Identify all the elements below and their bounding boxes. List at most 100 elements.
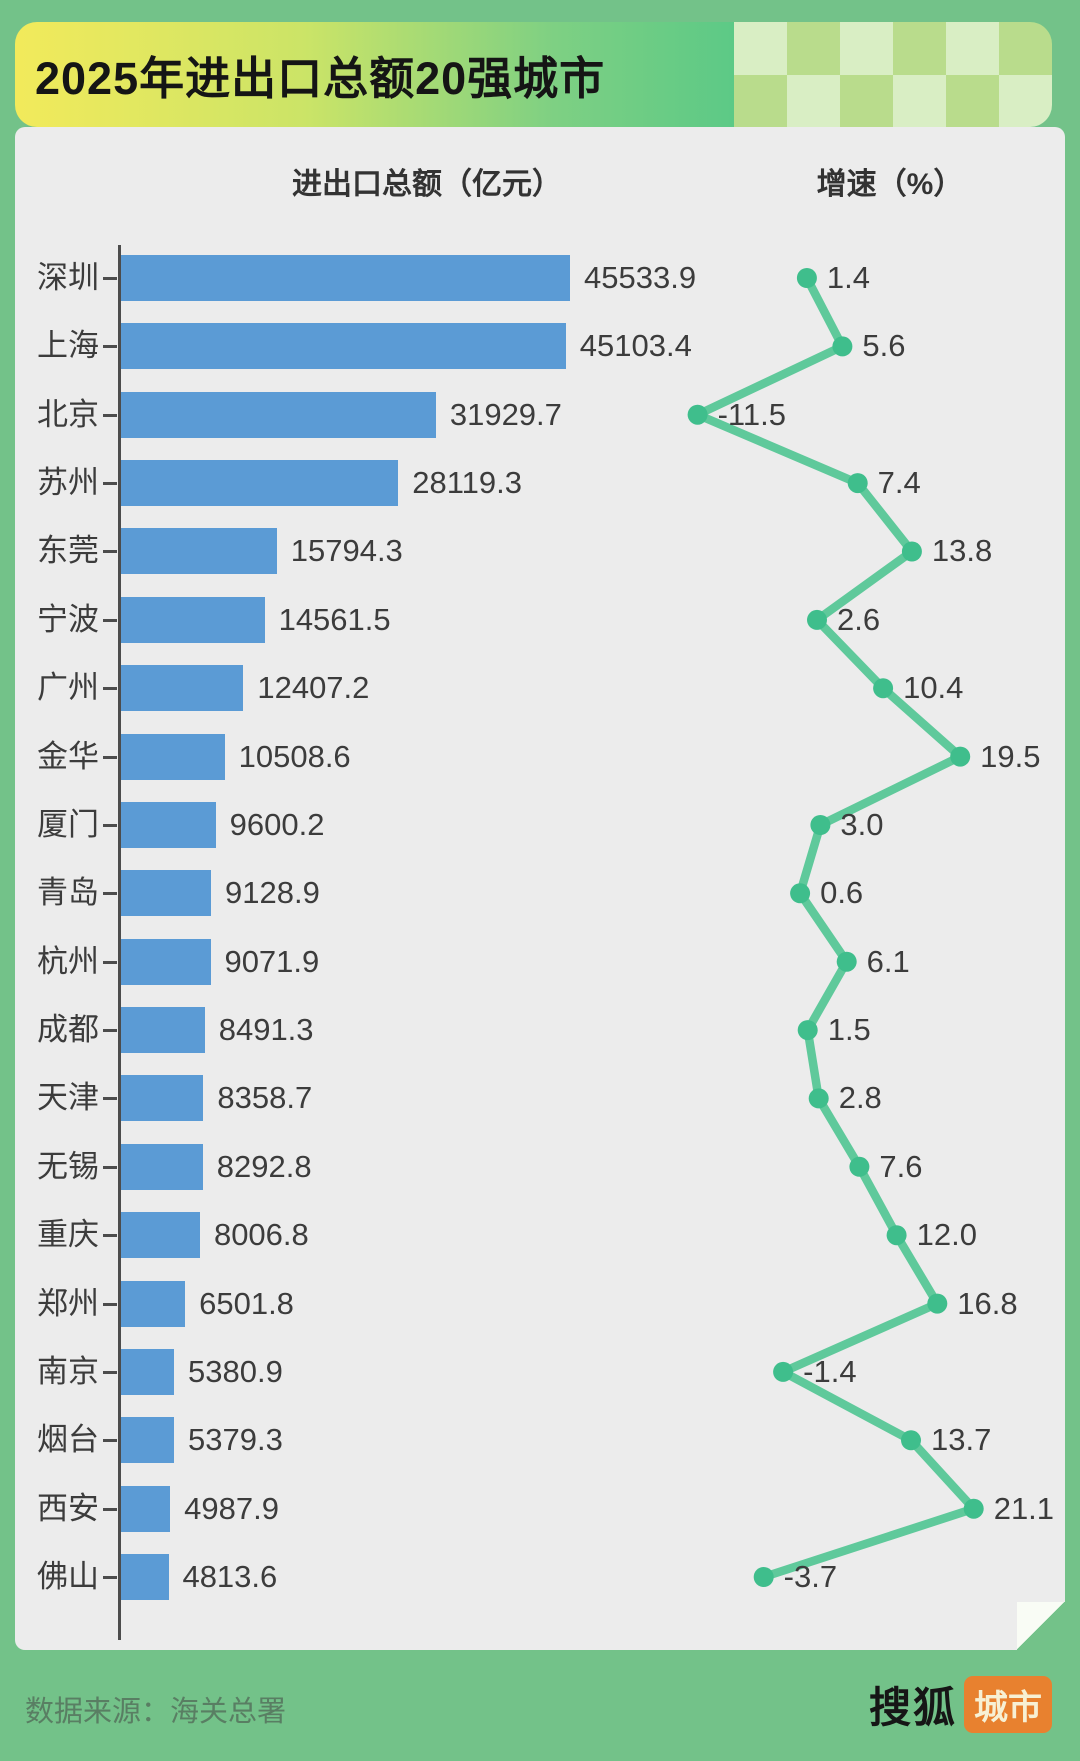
- axis-tick: [103, 755, 117, 759]
- axis-tick: [103, 618, 117, 622]
- table-row: 苏州 28119.3: [15, 449, 1065, 517]
- growth-dot: [832, 336, 853, 357]
- bar: [121, 938, 211, 985]
- bar: [121, 1417, 174, 1464]
- bar-value-label: 5380.9: [188, 1353, 283, 1389]
- bar: [121, 1143, 203, 1190]
- axis-tick: [103, 1507, 117, 1511]
- axis-tick: [103, 1165, 117, 1169]
- bar: [121, 323, 566, 370]
- growth-value-label: 7.4: [877, 465, 921, 501]
- bar-value-label: 8292.8: [216, 1148, 312, 1184]
- growth-value-label: 13.7: [931, 1422, 992, 1458]
- growth-dot: [873, 678, 894, 699]
- growth-value-label: 1.5: [827, 1012, 871, 1048]
- growth-value-label: 13.8: [931, 533, 993, 569]
- growth-dot: [847, 473, 868, 494]
- bar-value-label: 31929.7: [449, 396, 562, 432]
- growth-dot: [901, 1430, 921, 1451]
- axis-tick: [103, 413, 117, 417]
- bar-value-label: 4813.6: [182, 1559, 278, 1595]
- growth-dot: [927, 1293, 948, 1314]
- table-row: 金华 10508.6: [15, 723, 1065, 791]
- axis-tick: [103, 345, 117, 349]
- brand-sohu-text: 搜狐: [868, 1683, 957, 1731]
- brand-logo: 搜狐 城市: [868, 1675, 1052, 1733]
- table-row: 烟台 5379.3: [15, 1406, 1065, 1474]
- city-label: 天津: [37, 1080, 99, 1116]
- city-label: 烟台: [37, 1422, 99, 1458]
- bar-value-label: 14561.5: [278, 601, 391, 637]
- growth-dot: [773, 1361, 794, 1382]
- bar-value-label: 9071.9: [224, 943, 320, 979]
- bar: [121, 528, 277, 575]
- city-label: 上海: [37, 328, 99, 364]
- axis-tick: [103, 1097, 117, 1101]
- city-label: 佛山: [37, 1559, 99, 1595]
- axis-tick: [103, 1439, 117, 1443]
- bar-value-label: 15794.3: [290, 533, 403, 569]
- growth-value-label: -11.5: [717, 396, 786, 432]
- growth-polyline: [693, 273, 978, 1582]
- city-label: 郑州: [37, 1285, 99, 1321]
- growth-value-label: 5.6: [862, 328, 906, 364]
- growth-dot: [963, 1498, 984, 1519]
- bar-value-label: 45533.9: [584, 260, 697, 295]
- bar: [121, 1007, 205, 1054]
- fold-corner: [1017, 1602, 1065, 1650]
- info-card: 进出口总额（亿元） 增速（%） 深圳 45533.9 上海 45103.4 北京 3192…: [15, 127, 1065, 1650]
- page-title: 2025年进出口总额20强城市: [35, 53, 606, 104]
- growth-dot: [796, 268, 817, 288]
- bar-value-label: 10508.6: [238, 738, 351, 774]
- bar: [121, 1348, 175, 1395]
- growth-value-label: -1.4: [803, 1353, 857, 1389]
- bar: [121, 1212, 200, 1259]
- table-row: 重庆 8006.8: [15, 1201, 1065, 1269]
- city-label: 金华: [37, 738, 99, 774]
- city-label: 深圳: [37, 260, 99, 295]
- bar-value-label: 9128.9: [225, 875, 320, 911]
- table-row: 郑州 6501.8: [15, 1270, 1065, 1338]
- city-label: 西安: [37, 1490, 99, 1526]
- city-label: 苏州: [37, 465, 99, 501]
- growth-value-label: 7.6: [879, 1148, 923, 1184]
- axis-tick: [103, 277, 117, 280]
- bar: [121, 801, 216, 848]
- city-label: 无锡: [37, 1148, 99, 1184]
- table-row: 厦门 9600.2: [15, 791, 1065, 859]
- city-label: 成都: [37, 1012, 99, 1048]
- growth-dot: [901, 541, 922, 562]
- bar-value-label: 4987.9: [184, 1490, 279, 1526]
- bar-value-label: 8491.3: [218, 1012, 314, 1048]
- source-note: 数据来源：海关总署: [25, 1696, 287, 1728]
- table-row: 无锡 8292.8: [15, 1133, 1065, 1201]
- growth-dot: [753, 1567, 774, 1587]
- axis-tick: [103, 1576, 117, 1580]
- axis-tick: [103, 823, 117, 827]
- table-row: 青岛 9128.9: [15, 859, 1065, 927]
- axis-tick: [103, 1302, 117, 1306]
- growth-value-label: 19.5: [980, 738, 1041, 774]
- axis-tick: [103, 960, 117, 964]
- table-row: 广州 12407.2: [15, 654, 1065, 722]
- bar: [121, 255, 570, 301]
- growth-dot: [808, 1088, 829, 1109]
- city-label: 青岛: [37, 875, 99, 911]
- bar: [121, 1280, 186, 1327]
- bar: [121, 665, 244, 712]
- growth-value-label: 10.4: [903, 670, 964, 706]
- table-row: 北京 31929.7: [15, 381, 1065, 449]
- city-label: 重庆: [37, 1217, 99, 1253]
- growth-value-label: 12.0: [916, 1217, 977, 1253]
- column-header-line: 增速（%）: [816, 168, 964, 201]
- bar-value-label: 45103.4: [579, 328, 692, 364]
- city-label: 厦门: [37, 806, 99, 842]
- axis-tick: [103, 550, 117, 554]
- header-banner: 2025年进出口总额20强城市: [15, 22, 1052, 127]
- table-row: 东莞 15794.3: [15, 517, 1065, 585]
- city-label: 杭州: [37, 943, 99, 979]
- city-label: 北京: [37, 396, 99, 432]
- axis-tick: [103, 892, 117, 896]
- bar-value-label: 9600.2: [229, 806, 325, 842]
- city-label: 东莞: [37, 533, 99, 569]
